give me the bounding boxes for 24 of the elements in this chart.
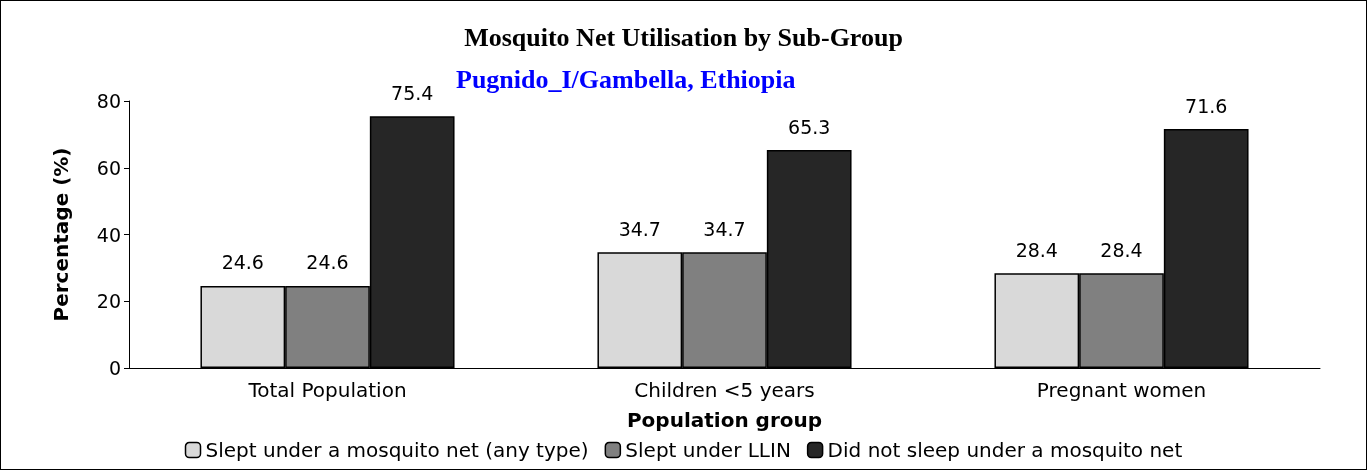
legend-label: Slept under a mosquito net (any type): [205, 438, 589, 462]
data-label: 28.4: [1100, 238, 1143, 261]
y-tick-label: 20: [96, 290, 121, 313]
data-label: 24.6: [221, 251, 264, 274]
legend-label: Slept under LLIN: [625, 438, 791, 462]
y-tick-label: 40: [96, 223, 121, 246]
data-label: 28.4: [1015, 238, 1058, 261]
chart-title: Mosquito Net Utilisation by Sub-Group: [464, 22, 903, 52]
chart-subtitle: Pugnido_I/Gambella, Ethiopia: [456, 64, 796, 94]
x-axis-title: Population group: [626, 408, 823, 432]
legend-label: Did not sleep under a mosquito net: [827, 438, 1183, 462]
data-label: 34.7: [703, 217, 746, 240]
y-tick-label: 0: [108, 357, 121, 379]
y-tick-label: 80: [96, 90, 121, 112]
y-axis-title: Percentage (%): [49, 147, 73, 322]
data-label: 34.7: [618, 217, 661, 240]
x-tick-label: Pregnant women: [1036, 378, 1207, 402]
data-label: 24.6: [306, 251, 349, 274]
data-label: 75.4: [391, 81, 434, 104]
data-label: 65.3: [788, 115, 831, 138]
data-label: 71.6: [1185, 94, 1228, 117]
x-tick-label: Children <5 years: [634, 378, 815, 402]
x-tick-label: Total Population: [247, 378, 407, 402]
y-tick-label: 60: [96, 156, 121, 179]
